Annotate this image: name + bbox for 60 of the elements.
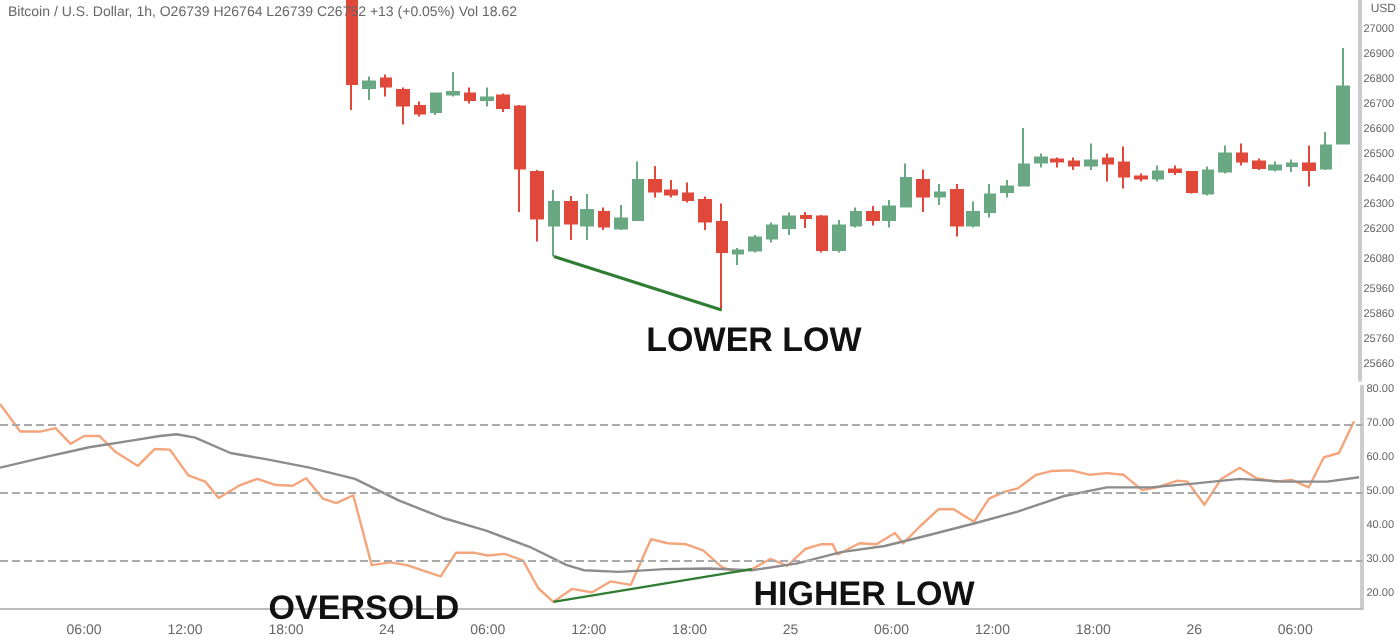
candlestick <box>1286 158 1298 173</box>
candlestick <box>1202 165 1214 197</box>
candlestick <box>580 193 594 241</box>
candlestick <box>816 214 828 254</box>
candlestick <box>966 200 980 229</box>
candlestick <box>682 181 694 204</box>
candlestick <box>698 195 712 231</box>
candlestick <box>1252 157 1266 171</box>
candlestick <box>732 247 744 266</box>
candlestick <box>1000 179 1014 199</box>
candlestick <box>1336 47 1350 145</box>
candlestick <box>748 234 762 254</box>
candlestick <box>716 202 728 311</box>
candlestick <box>882 199 896 229</box>
candlestick <box>766 221 778 244</box>
annotation: HIGHER LOW <box>753 575 977 613</box>
candlestick <box>782 211 796 236</box>
candlestick <box>1302 144 1316 188</box>
candlestick <box>430 91 442 116</box>
candlestick <box>850 206 862 229</box>
candlestick <box>614 204 628 231</box>
candlestick <box>1118 145 1130 190</box>
candlestick <box>1050 156 1064 169</box>
candlestick <box>984 183 996 219</box>
candlestick <box>832 219 846 254</box>
candlestick <box>362 75 376 101</box>
candlestick <box>950 183 964 238</box>
candlestick <box>800 211 812 229</box>
candlestick <box>414 100 426 118</box>
candlestick <box>1068 156 1080 171</box>
candlestick <box>1018 127 1030 187</box>
candlestick <box>496 92 510 113</box>
candlestick <box>1268 160 1282 173</box>
candlestick <box>564 195 578 241</box>
annotation: OVERSOLD <box>268 589 460 627</box>
candlestick <box>1034 152 1048 169</box>
candlestick <box>514 104 526 213</box>
candlestick <box>1134 172 1148 183</box>
candlestick <box>916 168 930 213</box>
candlestick <box>866 205 880 227</box>
candlestick <box>1102 152 1114 183</box>
candlestick <box>1152 164 1164 183</box>
candlestick <box>480 86 494 108</box>
candlestick <box>380 73 392 98</box>
candlestick <box>1186 171 1198 195</box>
candlestick <box>1218 144 1232 175</box>
candlestick <box>446 71 460 98</box>
candlestick <box>934 183 946 206</box>
candlestick <box>1236 142 1248 167</box>
candlestick <box>464 86 476 105</box>
annotation: LOWER LOW <box>646 321 864 359</box>
candlestick <box>900 162 912 208</box>
candlestick <box>598 206 610 231</box>
candlestick <box>632 160 644 221</box>
candlestick <box>1168 164 1182 176</box>
candlestick <box>530 169 544 243</box>
candlestick <box>1084 142 1098 171</box>
candlestick <box>396 86 410 126</box>
candlestick <box>548 189 560 258</box>
candlestick <box>1320 131 1332 171</box>
